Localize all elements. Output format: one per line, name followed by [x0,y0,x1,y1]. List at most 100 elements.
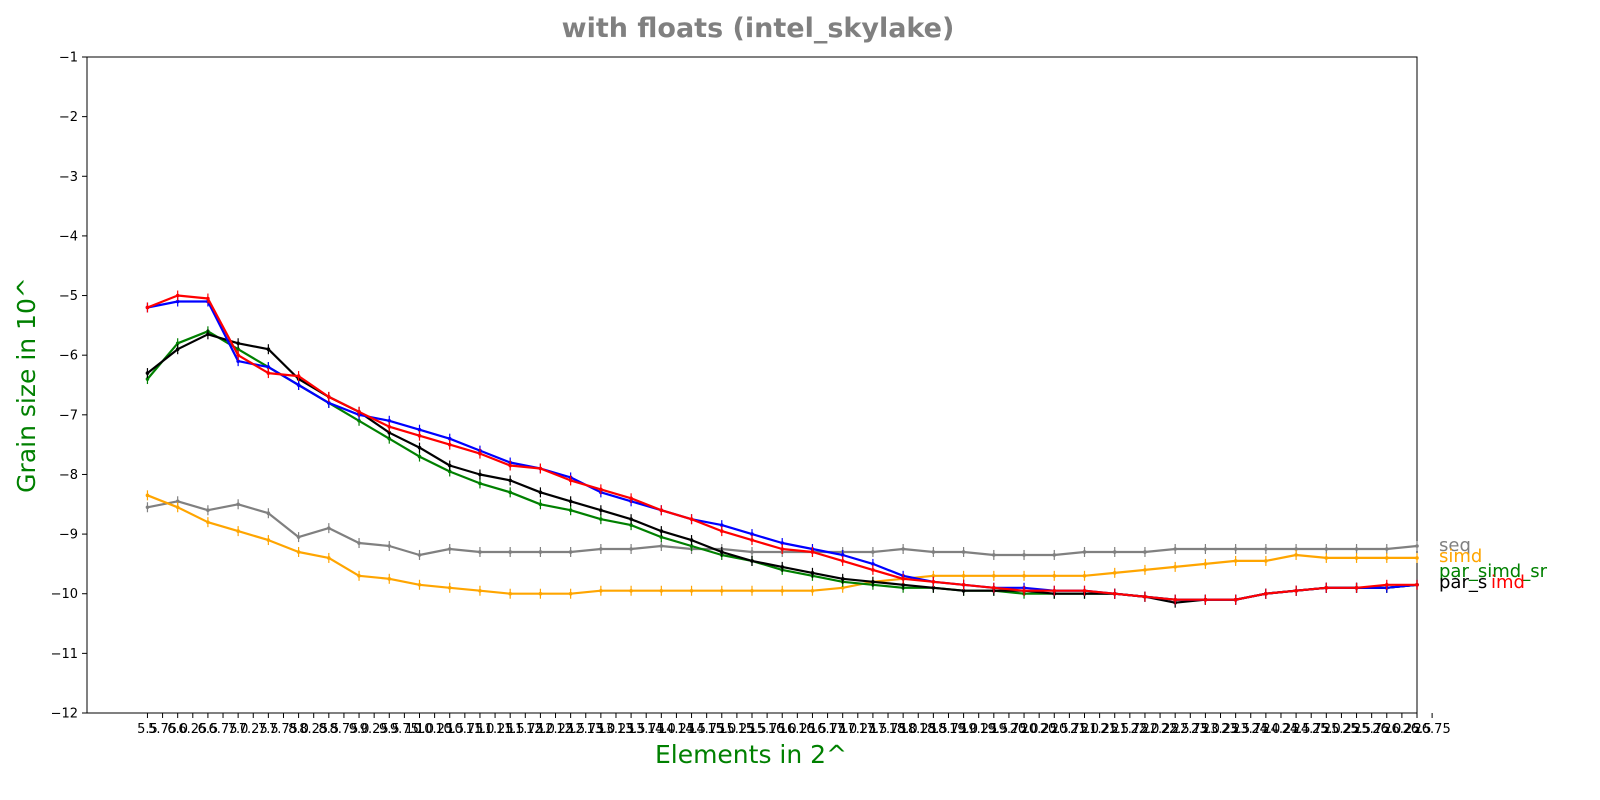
data-point [417,454,422,459]
data-point [387,418,392,423]
data-point [1233,597,1238,602]
data-point [1354,585,1359,590]
x-tick-label: 14.25 [658,722,695,737]
x-tick-label: 10.25 [416,722,453,737]
x-tick-label: 12.0 [526,722,555,737]
x-tick-label: 13.75 [628,722,665,737]
plot-frame [86,56,1418,714]
data-point [508,478,512,483]
x-tick-label: 21.75 [1111,722,1148,737]
data-point [568,499,573,504]
data-point [1354,547,1359,551]
data-point [1415,544,1419,548]
data-point [599,517,603,521]
data-point [206,520,210,524]
data-point [689,588,694,593]
x-tick-label: 26.0 [1372,722,1401,737]
x-axis-label: Elements in 2^ [655,740,847,769]
data-point [961,582,966,587]
data-point [478,550,482,554]
data-point [568,478,573,483]
data-point [266,371,271,375]
x-tick-label: 18.5 [919,722,948,737]
data-point [447,442,452,447]
x-tick-label: 16.25 [779,722,816,737]
data-point [538,466,543,471]
data-point [478,451,482,456]
data-point [417,553,422,557]
x-tick-label: 16.5 [798,722,827,737]
data-point [1264,559,1268,563]
data-point [1143,594,1147,599]
data-point [357,541,361,545]
data-point [1052,588,1057,593]
series-1 [145,490,1419,599]
data-point [871,568,875,572]
x-tick-label: 11.25 [476,722,513,737]
data-point [145,493,150,498]
data-point [145,377,150,381]
data-point [1294,553,1298,557]
data-point [175,299,180,304]
data-point [1112,571,1117,575]
data-point [599,508,603,513]
legend-entry: imd [1491,572,1525,593]
y-axis-ticks: −1 −2 −3 −4 −5 −6 −7 −8 −9 −10 −11 −12 [51,51,87,722]
data-point [992,553,996,557]
data-point [1233,559,1238,563]
data-point [206,332,210,337]
x-tick-label: 21.0 [1070,722,1099,737]
series-layer [145,290,1419,608]
x-tick-label: 17.75 [869,722,906,737]
data-point [236,502,240,507]
data-point [236,347,240,352]
data-point [538,591,543,596]
data-point [901,582,905,587]
y-tick-label: −7 [59,408,78,423]
data-point [750,550,754,554]
x-axis-ticks: 5.55.756.06.256.56.757.07.257.57.758.08.… [137,713,1451,737]
x-tick-label: 6.25 [178,722,207,737]
data-point [599,547,603,551]
data-point [1294,547,1298,551]
data-point [538,550,543,554]
data-point [175,341,180,346]
data-point [296,374,301,378]
x-tick-label: 11.75 [507,722,544,737]
data-point [1203,547,1208,551]
x-tick-label: 23.25 [1202,722,1239,737]
data-point [659,588,664,593]
data-point [1324,556,1329,560]
data-point [568,591,573,596]
x-tick-label: 24.75 [1293,722,1330,737]
x-tick-label: 17.0 [828,722,857,737]
x-tick-label: 19.75 [990,722,1027,737]
y-tick-label: −6 [59,349,78,364]
data-point [719,529,724,533]
data-point [478,472,482,477]
data-point [478,481,482,486]
x-tick-label: 22.25 [1141,722,1178,737]
y-tick-label: −8 [59,468,78,483]
data-point [206,508,210,513]
x-tick-label: 18.25 [900,722,937,737]
data-point [871,580,875,584]
data-point [447,585,452,590]
data-point [1264,591,1268,596]
data-point [750,532,754,536]
legend-entry: seq [1439,535,1471,556]
data-point [840,553,845,557]
x-tick-label: 11.5 [496,722,525,737]
x-tick-label: 13.5 [617,722,646,737]
x-tick-label: 6.75 [209,722,238,737]
data-point [599,588,603,593]
data-point [780,588,785,593]
data-point [689,517,694,521]
x-tick-label: 5.5 [137,722,158,737]
x-tick-label: 23.0 [1191,722,1220,737]
data-point [871,562,875,566]
data-point [1264,547,1268,551]
data-point [1203,597,1208,602]
data-point [1294,588,1298,593]
data-point [296,383,301,387]
